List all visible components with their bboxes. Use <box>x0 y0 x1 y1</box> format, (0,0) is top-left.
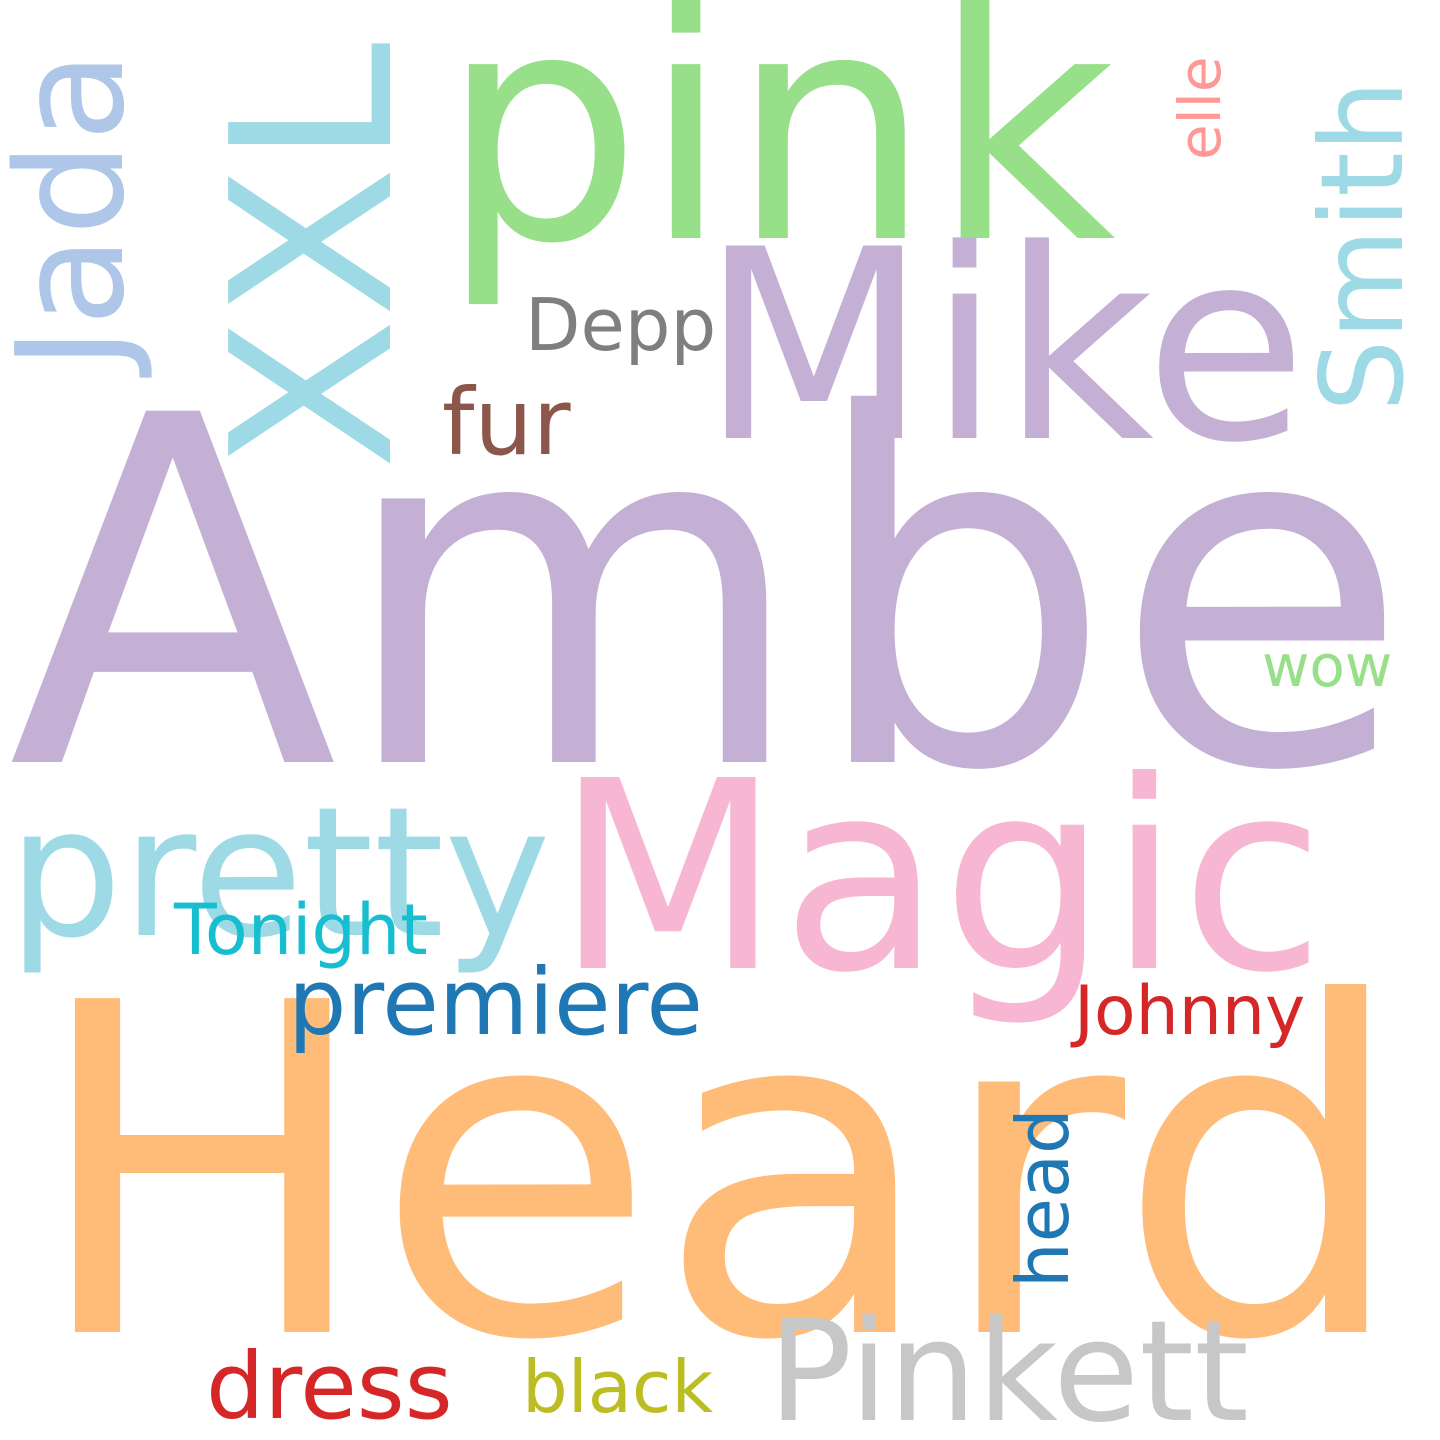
word-pretty: pretty <box>8 769 551 978</box>
word-smith: Smith <box>1296 80 1429 412</box>
word-amber: Amber <box>8 315 1440 876</box>
word-magic: Magic <box>555 725 1325 1030</box>
word-mike: Mike <box>700 194 1307 501</box>
word-johnny: Johnny <box>1070 972 1305 1051</box>
word-head: head <box>1001 1108 1085 1288</box>
word-pinkett: Pinkett <box>768 1291 1249 1440</box>
word-heard: Heard <box>30 908 1408 1440</box>
word-dress: dress <box>206 1333 453 1440</box>
word-pink: pink <box>440 0 1116 313</box>
word-tonight: Tonight <box>173 889 428 971</box>
word-xxl: XXL <box>185 42 443 470</box>
word-depp: Depp <box>525 283 716 367</box>
word-elle: elle <box>1166 56 1234 160</box>
word-fur: fur <box>442 369 571 476</box>
word-jada: Jada <box>0 51 157 378</box>
word-premiere: premiere <box>288 949 703 1056</box>
word-wow: wow <box>1262 632 1392 700</box>
word-black: black <box>522 1345 713 1429</box>
